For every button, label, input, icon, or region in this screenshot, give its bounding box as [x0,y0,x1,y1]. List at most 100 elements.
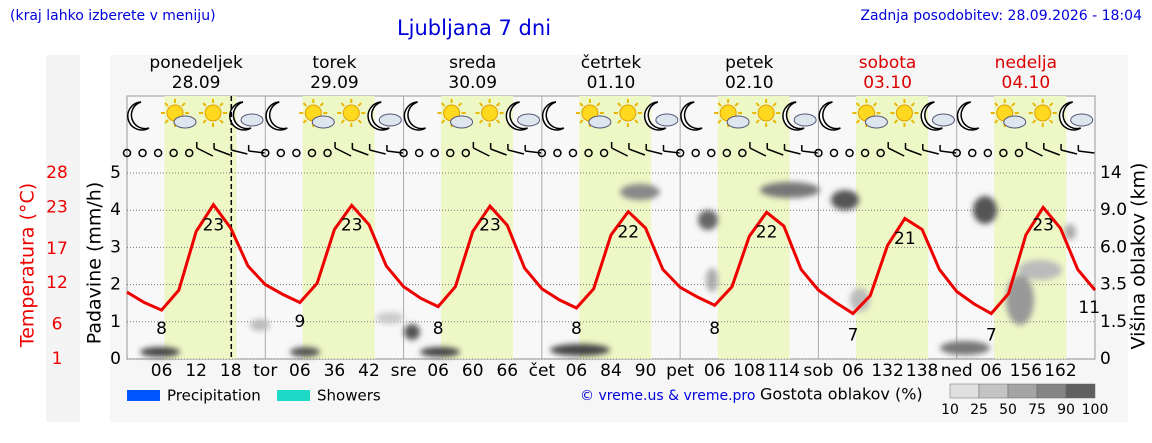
temp-label: 8 [156,319,167,339]
wind-barb [196,142,214,157]
daylight-band [717,96,790,359]
calm-wind [814,148,823,158]
cloud-icon [311,115,335,129]
temp-label: 21 [894,229,916,249]
calm-wind [553,148,562,158]
sun-ray [872,102,878,107]
temperature-line [126,202,1097,316]
y2-axis-label: Višina oblakov (km) [1128,163,1150,350]
x-tick-label: 84 [600,361,622,381]
calm-wind [292,148,301,158]
temp-tick-label: 1 [52,349,63,369]
wind-barb [334,142,352,157]
wind-barb [213,143,231,156]
left-panel [46,55,80,422]
sun-ray [340,119,345,124]
day-name: sobota [859,53,917,73]
y2-tick-label: 1.5 [1100,312,1127,332]
wind-barb [749,142,767,157]
density-tick-label: 25 [970,402,988,418]
y2-tick-label: 9.0 [1100,200,1127,220]
calm-wind [952,148,961,158]
sun-ray [910,102,916,107]
calm-wind [445,148,455,158]
sun-icon [619,104,637,122]
wind-barb [904,143,922,156]
x-tick-label: 156 [1010,361,1042,381]
cloud-icon [1070,113,1094,127]
moon-icon [541,101,565,131]
sun-ray [478,102,484,107]
x-tick-label: 36 [324,361,346,381]
temp-label: 8 [433,319,444,339]
x-tick-label: čet [529,361,556,381]
wind-barb [489,143,507,156]
sun-ray [994,102,999,107]
calm-wind [153,148,163,158]
calm-wind [1014,148,1024,158]
sun-ray [302,102,307,107]
wind-barb [1025,142,1043,157]
wind-barb [1060,144,1078,155]
day-date: 02.10 [725,73,774,93]
temp-label: 11 [1078,298,1100,318]
calm-wind [399,148,408,158]
x-tick-label: 114 [768,361,800,381]
calm-wind [829,148,839,158]
sun-ray [717,102,722,107]
density-label: Gostota oblakov (%) [760,385,923,404]
daylight-band [855,96,928,359]
x-tick-label: 60 [462,361,484,381]
y2-tick-label: 6.0 [1100,237,1127,257]
moon-icon [127,101,150,131]
cloud-icon [931,113,955,127]
sun-ray [164,119,169,124]
cloud-icon [655,113,679,127]
y-axis-label: Padavine (mm/h) [84,182,106,345]
x-tick-label: 132 [871,361,903,381]
sun-ray [772,119,777,124]
wind-barb [628,143,646,156]
density-swatch [978,383,1009,399]
sun-ray [1049,102,1054,107]
sun-ray [495,102,501,107]
temp-label: 8 [571,319,582,339]
sun-ray [717,119,722,124]
calm-wind [983,148,993,158]
sun-icon [342,104,360,122]
sun-ray [219,102,224,107]
day-name: četrtek [581,53,642,73]
density-swatch [1036,383,1067,399]
sun-ray [357,102,362,107]
cloud-density [140,182,1076,357]
calm-wind [414,148,424,158]
day-date: 28.09 [172,73,221,93]
x-tick-label: 12 [185,361,207,381]
density-swatch [1065,383,1096,399]
wind-barb [887,142,905,157]
x-tick-label: 06 [842,361,864,381]
sun-ray [164,102,169,107]
day-date: 30.09 [448,73,497,93]
x-tick-label: 66 [496,361,518,381]
day-name: nedelja [995,53,1057,73]
temp-tick-label: 17 [46,239,68,259]
sun-ray [734,102,739,107]
sun-ray [181,102,186,107]
moon-icon [782,101,805,131]
moon-icon [920,101,943,131]
y2-tick-label: 3.5 [1100,275,1127,295]
moon-icon [265,101,288,131]
temp-label: 7 [848,326,859,346]
calm-wind [307,148,317,158]
moon-icon [680,101,703,131]
moon-icon [643,101,667,131]
calm-wind [722,148,732,158]
sun-ray [202,102,207,107]
wind-barb [1043,143,1061,156]
calm-wind [430,148,439,158]
y-tick-label: 1 [110,312,121,332]
temp-tick-label: 28 [46,163,68,183]
day-date: 03.10 [863,73,912,93]
